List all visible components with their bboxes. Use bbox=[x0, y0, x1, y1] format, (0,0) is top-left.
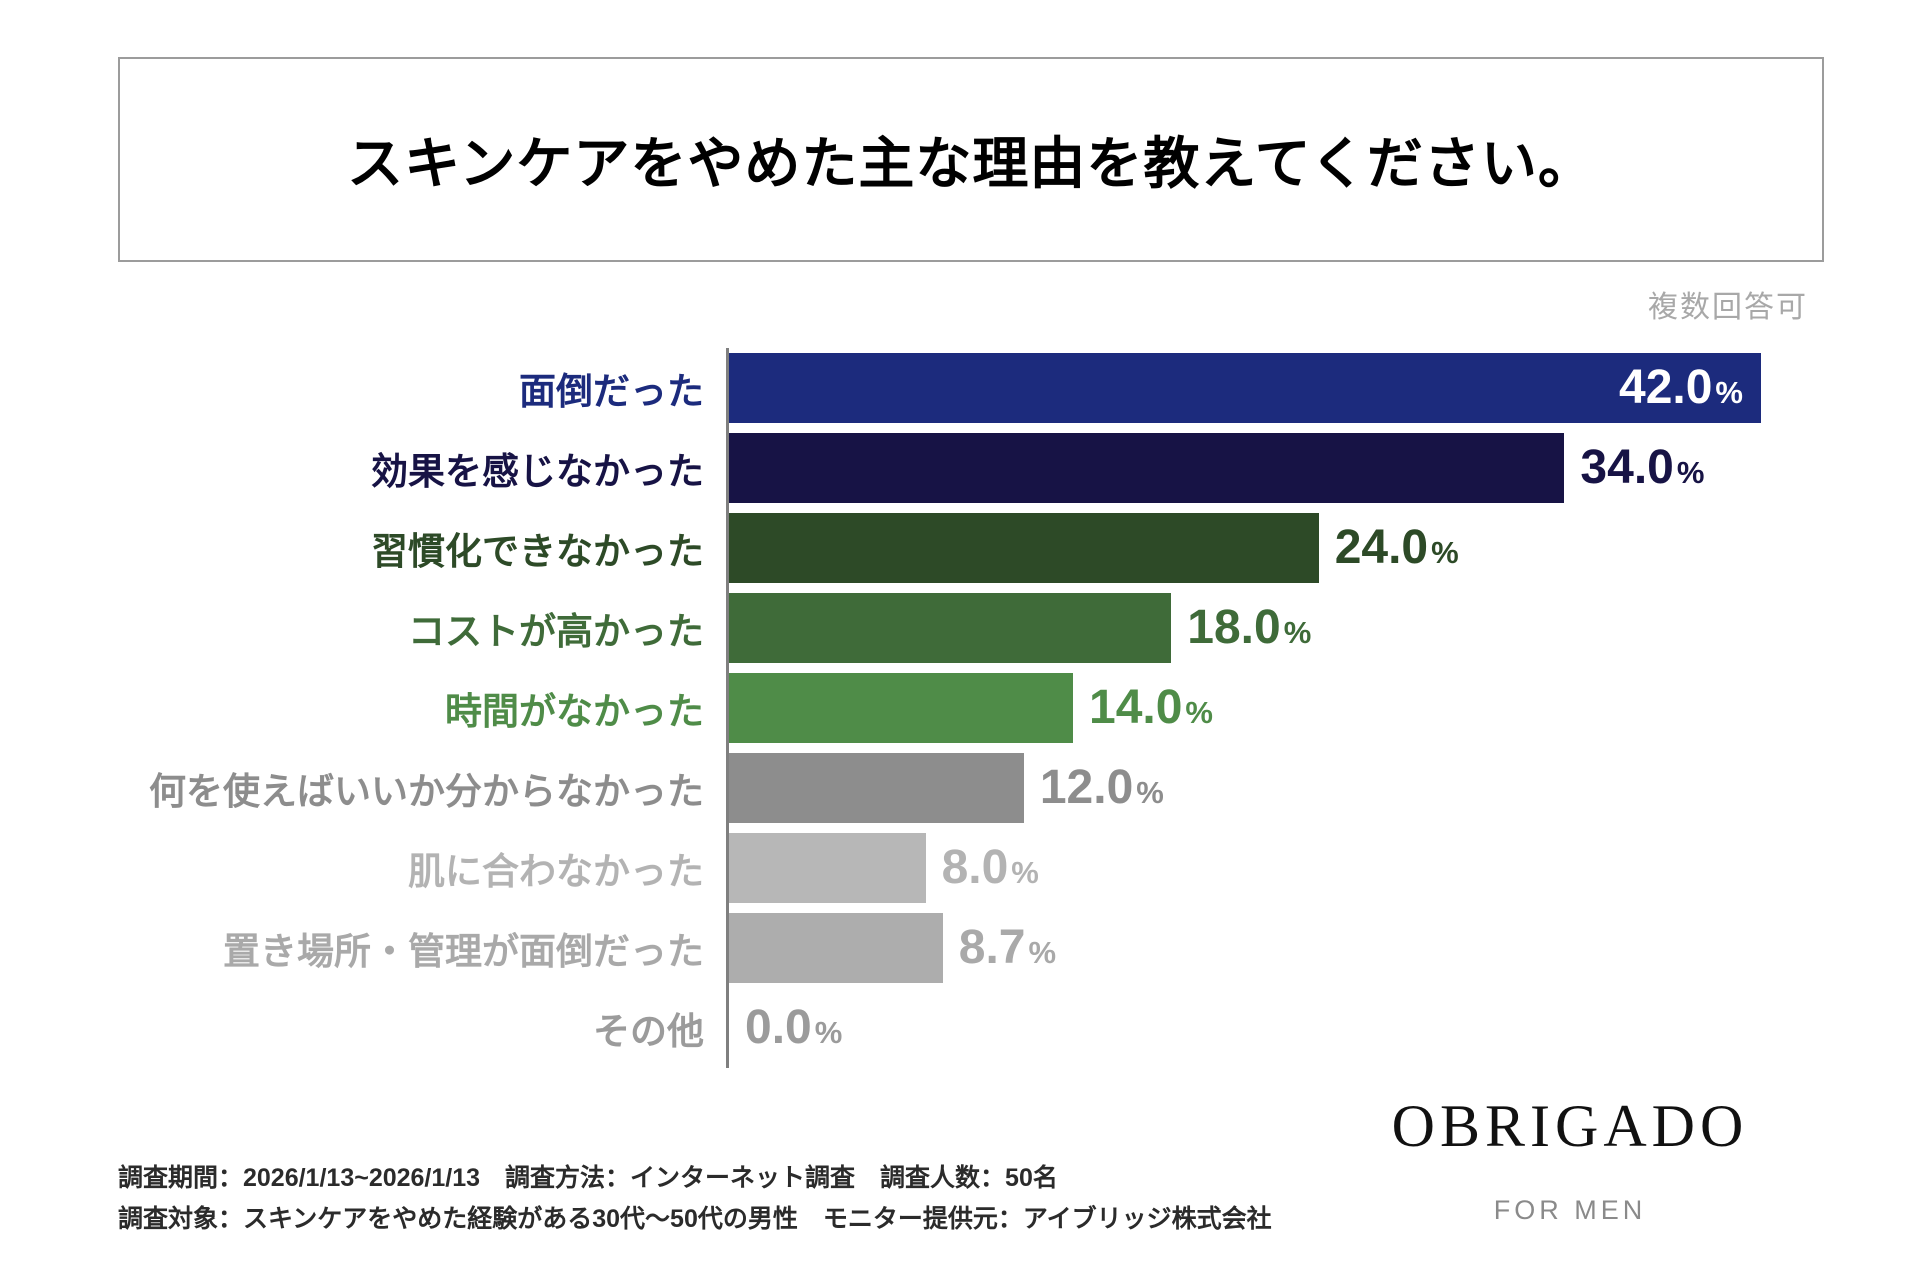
value-label: 42.0% bbox=[1619, 361, 1743, 414]
bar-area: 14.0% bbox=[726, 668, 1920, 748]
bar-area: 18.0% bbox=[726, 588, 1920, 668]
bar bbox=[729, 433, 1565, 503]
chart-row: 肌に合わなかった 8.0% bbox=[0, 828, 1920, 908]
value-label: 8.7% bbox=[958, 921, 1057, 974]
category-label: 時間がなかった bbox=[445, 691, 704, 732]
value-label: 34.0% bbox=[1580, 441, 1705, 494]
chart-row: その他 0.0% bbox=[0, 988, 1920, 1068]
survey-meta: 調査期間：2026/1/13~2026/1/13 調査方法：インターネット調査 … bbox=[118, 1158, 1272, 1239]
bar bbox=[729, 753, 1024, 823]
bar-area: 0.0% bbox=[726, 988, 1920, 1068]
title-box: スキンケアをやめた主な理由を教えてください。 bbox=[118, 57, 1824, 262]
value-label: 0.0% bbox=[745, 1001, 843, 1054]
bar-area: 12.0% bbox=[726, 748, 1920, 828]
bar bbox=[729, 913, 943, 983]
category-label: 習慣化できなかった bbox=[371, 531, 704, 572]
chart-row: 習慣化できなかった 24.0% bbox=[0, 508, 1920, 588]
category-label: その他 bbox=[593, 1011, 704, 1052]
chart-title: スキンケアをやめた主な理由を教えてください。 bbox=[347, 132, 1595, 195]
bar-area: 42.0% bbox=[726, 348, 1920, 428]
survey-meta-line1: 調査期間：2026/1/13~2026/1/13 調査方法：インターネット調査 … bbox=[118, 1164, 1058, 1192]
value-label: 14.0% bbox=[1089, 681, 1213, 734]
chart-row: 置き場所・管理が面倒だった 8.7% bbox=[0, 908, 1920, 988]
bar bbox=[729, 833, 926, 903]
chart-row: 効果を感じなかった 34.0% bbox=[0, 428, 1920, 508]
category-label: 肌に合わなかった bbox=[408, 851, 704, 892]
category-label: 効果を感じなかった bbox=[371, 451, 704, 492]
chart-row: 時間がなかった 14.0% bbox=[0, 668, 1920, 748]
multiple-answers-note: 複数回答可 bbox=[1648, 291, 1808, 324]
chart-row: 面倒だった 42.0% bbox=[0, 348, 1920, 428]
value-label: 12.0% bbox=[1039, 761, 1164, 814]
brand-tagline: FOR MEN bbox=[1493, 1195, 1647, 1225]
category-label: コストが高かった bbox=[408, 611, 704, 652]
bar bbox=[729, 673, 1073, 743]
bar-area: 24.0% bbox=[726, 508, 1920, 588]
bar-area: 34.0% bbox=[726, 428, 1920, 508]
category-label: 面倒だった bbox=[519, 371, 704, 412]
bar bbox=[729, 593, 1172, 663]
brand-logo: OBRIGADO FOR MEN bbox=[1320, 1092, 1820, 1226]
value-label: 24.0% bbox=[1334, 521, 1459, 574]
survey-meta-line2: 調査対象：スキンケアをやめた経験がある30代〜50代の男性 モニター提供元：アイ… bbox=[118, 1204, 1272, 1233]
value-label: 8.0% bbox=[941, 841, 1039, 894]
bar-area: 8.7% bbox=[726, 908, 1920, 988]
bar: 42.0% bbox=[729, 353, 1761, 423]
value-label: 18.0% bbox=[1187, 601, 1312, 654]
chart-row: 何を使えばいいか分からなかった 12.0% bbox=[0, 748, 1920, 828]
bar bbox=[729, 513, 1319, 583]
category-label: 何を使えばいいか分からなかった bbox=[149, 771, 704, 812]
chart-rows: 面倒だった 42.0% 効果を感じなかった 34.0% 習慣化できなかった 24.0% コス… bbox=[0, 348, 1920, 1068]
bar-area: 8.0% bbox=[726, 828, 1920, 908]
category-label: 置き場所・管理が面倒だった bbox=[223, 931, 704, 972]
brand-name: OBRIGADO bbox=[1391, 1093, 1749, 1159]
bar-chart: 面倒だった 42.0% 効果を感じなかった 34.0% 習慣化できなかった 24.0% コス… bbox=[0, 348, 1920, 1068]
chart-row: コストが高かった 18.0% bbox=[0, 588, 1920, 668]
